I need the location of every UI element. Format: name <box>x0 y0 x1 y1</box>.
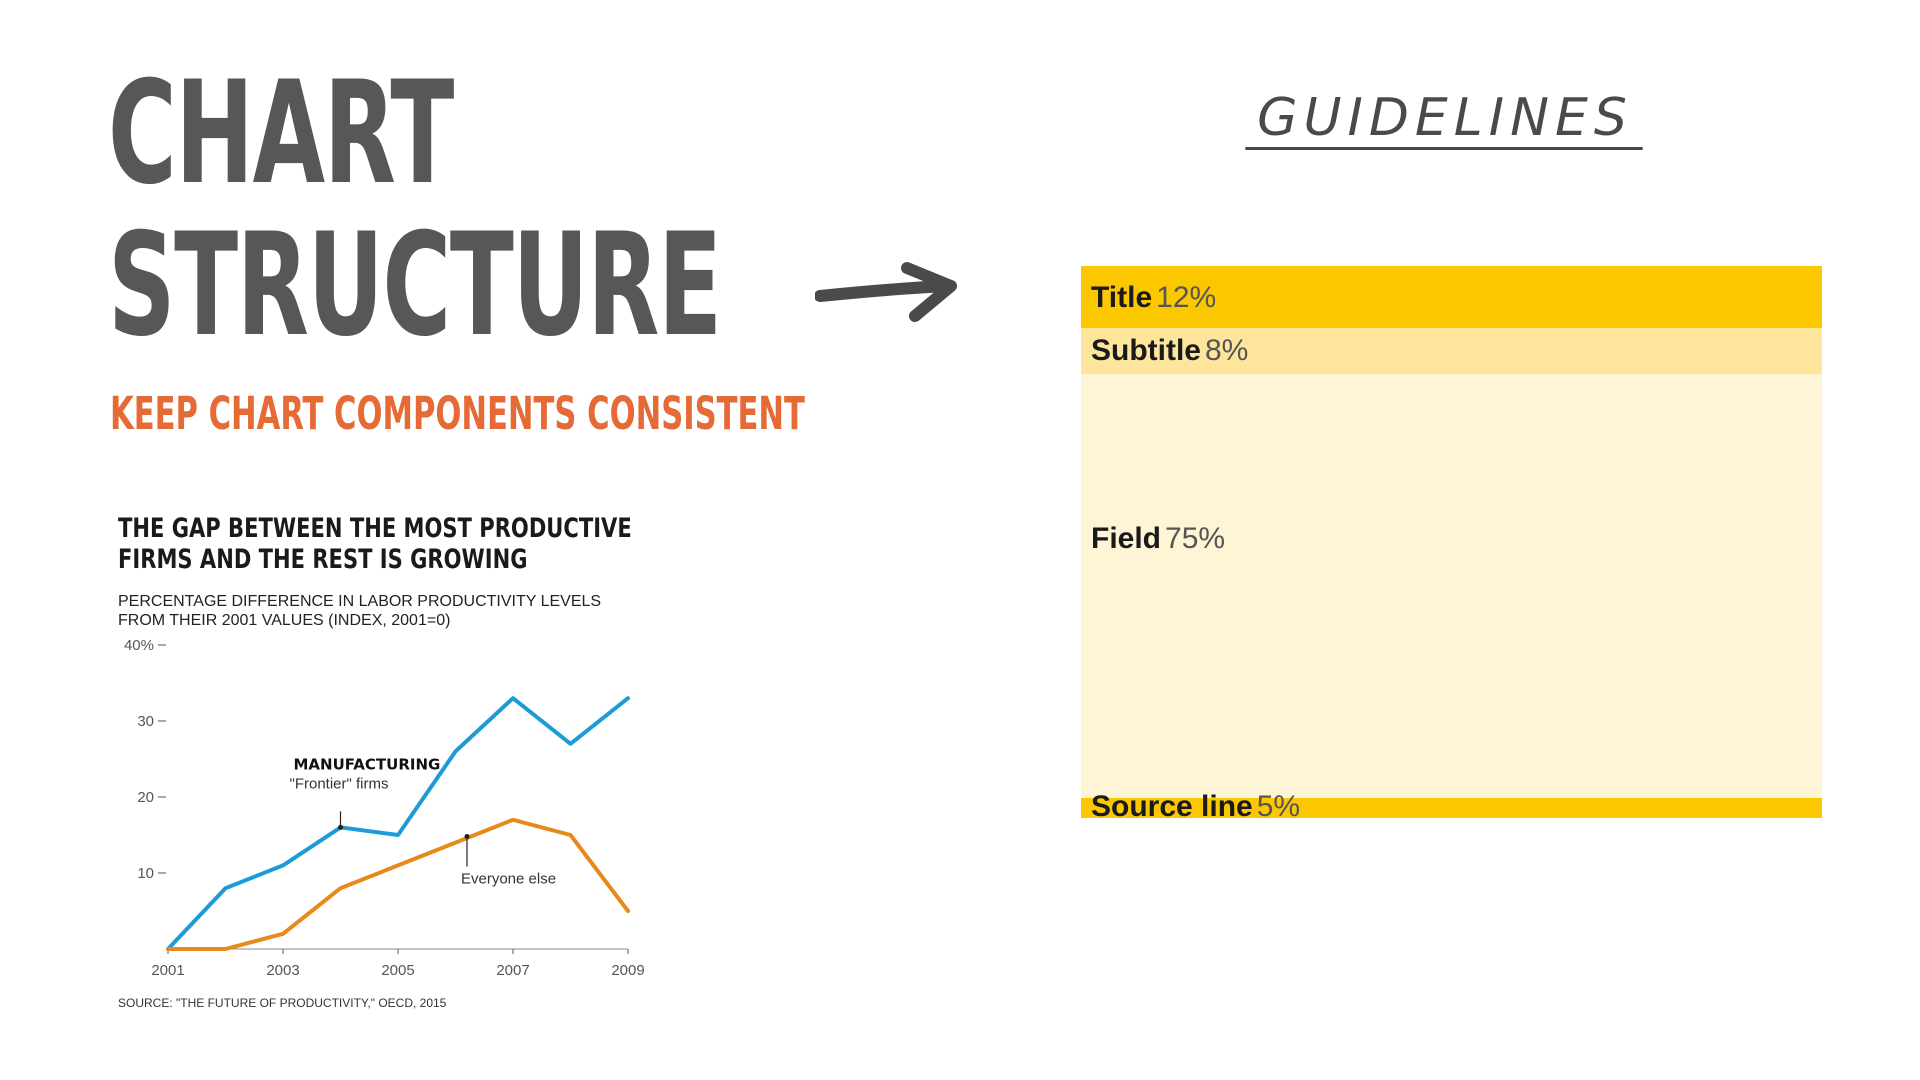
field-band: Field 75% <box>1081 374 1822 798</box>
x-tick-label: 2001 <box>151 962 184 979</box>
subtitle-band-pct: 8% <box>1205 334 1249 367</box>
y-tick-label: 10 <box>137 865 154 882</box>
chart-structure-diagram: Title 12% Subtitle 8% Field 75% Source line… <box>1081 266 1822 823</box>
slide-title-line1: CHART <box>108 51 454 216</box>
title-band-label: Title <box>1091 281 1153 314</box>
frontier-marker <box>338 824 343 830</box>
source-band-label: Source line <box>1091 790 1253 823</box>
chart-title: THE GAP BETWEEN THE MOST PRODUCTIVE FIRM… <box>118 513 632 575</box>
guidelines-underline <box>1245 147 1643 150</box>
slide-title-line2: STRUCTURE <box>108 203 722 368</box>
slide-title: CHART STRUCTURE <box>108 51 722 368</box>
x-tick-label: 2005 <box>381 962 414 979</box>
subtitle-band-label: Subtitle <box>1091 334 1201 367</box>
x-tick-label: 2009 <box>611 962 644 979</box>
field-band-pct: 75% <box>1165 522 1226 555</box>
chart-subtitle-line1: PERCENTAGE DIFFERENCE IN LABOR PRODUCTIV… <box>118 593 602 610</box>
title-band-pct: 12% <box>1156 281 1217 314</box>
source-band-text: Source line 5% <box>1091 789 1300 825</box>
chart-subtitle-line2: FROM THEIR 2001 VALUES (INDEX, 2001=0) <box>118 612 451 629</box>
y-tick-label: 30 <box>137 713 154 730</box>
line-chart: 10 20 30 40% 2001 2003 2005 2007 2009 MANUFACTURI… <box>124 637 645 979</box>
title-band: Title 12% <box>1081 266 1822 328</box>
everyone-marker <box>464 834 470 840</box>
subtitle-band: Subtitle 8% <box>1081 328 1822 374</box>
y-tick-label: 20 <box>137 789 154 806</box>
field-band-text: Field 75% <box>1091 522 1225 556</box>
slide-subheading: KEEP CHART COMPONENTS CONSISTENT <box>110 387 805 440</box>
field-band-label: Field <box>1091 522 1162 555</box>
chart-title-line1: THE GAP BETWEEN THE MOST PRODUCTIVE <box>118 513 632 544</box>
chart-subtitle: PERCENTAGE DIFFERENCE IN LABOR PRODUCTIV… <box>118 592 601 630</box>
frontier-firms-line <box>166 696 630 951</box>
chart-title-line2: FIRMS AND THE REST IS GROWING <box>118 544 528 575</box>
y-tick-label: 40% <box>124 637 154 654</box>
chart-source-line: SOURCE: "THE FUTURE OF PRODUCTIVITY," OE… <box>118 996 447 1010</box>
x-tick-label: 2007 <box>496 962 529 979</box>
source-band: Source line 5% <box>1081 790 1822 823</box>
everyone-else-line <box>166 817 630 951</box>
frontier-series-label: "Frontier" firms <box>290 775 389 792</box>
frontier-heading-label: MANUFACTURING <box>294 755 441 773</box>
x-tick-label: 2003 <box>266 962 299 979</box>
guidelines-heading: GUIDELINES <box>1257 88 1633 148</box>
source-band-pct: 5% <box>1256 790 1301 823</box>
right-arrow-icon <box>815 262 957 322</box>
everyone-series-label: Everyone else <box>461 871 556 888</box>
